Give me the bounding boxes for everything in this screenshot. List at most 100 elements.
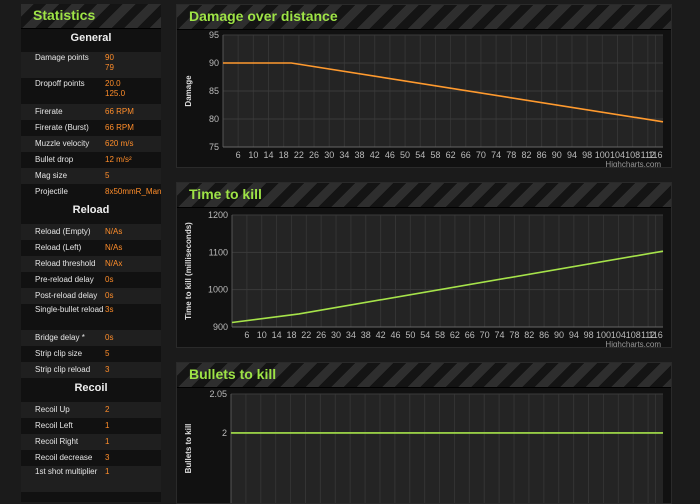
stat-value: 90 79 — [105, 53, 114, 72]
stat-value: 0s — [105, 333, 114, 342]
x-tick-label: 104 — [610, 150, 625, 160]
stat-row: Recoil Up 2 — [21, 402, 161, 418]
x-tick-label: 86 — [539, 330, 549, 340]
y-tick-label: 75 — [209, 142, 219, 152]
y-axis-title: Bullets to kill — [184, 424, 193, 474]
x-tick-label: 30 — [324, 150, 334, 160]
stat-label: Firerate — [35, 107, 63, 116]
x-tick-label: 10 — [257, 330, 267, 340]
stat-label: Bridge delay * — [35, 333, 85, 342]
stat-label: Single-bullet reload — [35, 305, 104, 314]
stat-row: Recoil Left 1 — [21, 418, 161, 434]
y-tick-label: 1200 — [208, 210, 228, 220]
plot-background — [232, 215, 663, 327]
x-tick-label: 66 — [461, 150, 471, 160]
x-tick-label: 100 — [596, 330, 611, 340]
x-tick-label: 42 — [376, 330, 386, 340]
stat-row: Recoil decrease 3 — [21, 450, 161, 466]
stat-row: Dropoff points 20.0 125.0 — [21, 78, 161, 104]
y-tick-label: 1000 — [208, 285, 228, 295]
x-tick-label: 34 — [339, 150, 349, 160]
x-tick-label: 18 — [279, 150, 289, 160]
damage-header: Damage over distance — [177, 5, 671, 30]
x-tick-label: 14 — [272, 330, 282, 340]
x-tick-label: 66 — [465, 330, 475, 340]
y-tick-label: 95 — [209, 31, 219, 40]
stat-row: Strip clip size 5 — [21, 346, 161, 362]
stat-value: 1 — [105, 421, 110, 430]
x-tick-label: 82 — [521, 150, 531, 160]
x-tick-label: 82 — [524, 330, 534, 340]
x-tick-label: 98 — [584, 330, 594, 340]
x-tick-label: 30 — [331, 330, 341, 340]
x-tick-label: 90 — [552, 150, 562, 160]
stat-value: 620 m/s — [105, 139, 134, 148]
x-tick-label: 116 — [648, 150, 662, 160]
x-tick-label: 18 — [286, 330, 296, 340]
ttk-header: Time to kill — [177, 183, 671, 208]
x-tick-label: 78 — [506, 150, 516, 160]
btk-header: Bullets to kill — [177, 363, 671, 388]
stat-row: Reload threshold N/Ax — [21, 256, 161, 272]
ttk-chart: 900 1000 1100 1200 6 10 14 18 22 26 30 34 38 42 46 50 54… — [184, 210, 664, 347]
statistics-header: Statistics — [21, 4, 161, 29]
stat-label: Post-reload delay — [35, 291, 98, 300]
stat-value: 66 RPM — [105, 107, 134, 116]
x-tick-label: 38 — [355, 150, 365, 160]
x-tick-label: 70 — [476, 150, 486, 160]
section-title-reload: Reload — [72, 204, 110, 216]
stat-value: 8x50mmR_Mannli — [105, 187, 161, 196]
x-tick-label: 108 — [626, 330, 641, 340]
highcharts-credit: Highcharts.com — [605, 160, 661, 167]
ttk-title: Time to kill — [189, 186, 262, 202]
x-tick-label: 50 — [400, 150, 410, 160]
x-tick-label: 112 — [641, 330, 655, 340]
stat-value: N/As — [105, 243, 123, 252]
x-tick-label: 62 — [446, 150, 456, 160]
x-tick-label: 58 — [435, 330, 445, 340]
y-tick-label: 85 — [209, 86, 219, 96]
x-tick-label: 94 — [569, 330, 579, 340]
x-tick-label: 116 — [648, 330, 662, 340]
stat-label: Reload threshold — [35, 259, 96, 268]
stat-label: Mag size — [35, 171, 68, 180]
statistics-title: Statistics — [33, 7, 96, 23]
stat-label: Recoil decrease — [35, 453, 93, 462]
stat-label: Damage points — [35, 53, 89, 62]
stat-label: Reload (Empty) — [35, 227, 91, 236]
stat-value: 66 RPM — [105, 123, 134, 132]
x-tick-label: 98 — [582, 150, 592, 160]
stat-label: Strip clip reload — [35, 365, 91, 374]
y-axis-title: Time to kill (milliseconds) — [184, 222, 193, 320]
x-tick-label: 70 — [480, 330, 490, 340]
stat-row: Post-reload delay 0s — [21, 288, 161, 304]
damage-title: Damage over distance — [189, 8, 338, 24]
y-tick-label: 1100 — [209, 247, 228, 257]
series-line — [223, 62, 664, 123]
stat-label: Recoil Left — [35, 421, 73, 430]
x-tick-label: 100 — [595, 150, 610, 160]
stat-row: Mag size 5 — [21, 168, 161, 184]
stat-row: Bridge delay * 0s — [21, 330, 161, 346]
stat-row: Projectile 8x50mmR_Mannli — [21, 184, 161, 200]
x-tick-label: 10 — [248, 150, 258, 160]
x-tick-label: 46 — [385, 150, 395, 160]
stat-label: Recoil Right — [35, 437, 79, 446]
x-tick-label: 22 — [301, 330, 311, 340]
stat-value: 12 m/s² — [105, 155, 132, 164]
x-tick-label: 74 — [495, 330, 505, 340]
stat-value: N/As — [105, 227, 123, 236]
btk-title: Bullets to kill — [189, 366, 277, 382]
x-tick-label: 22 — [294, 150, 304, 160]
stat-label: 1st shot multiplier — [35, 467, 98, 476]
x-tick-label: 58 — [430, 150, 440, 160]
x-tick-label: 90 — [554, 330, 564, 340]
x-tick-label: 62 — [450, 330, 460, 340]
stat-row: Muzzle velocity 620 m/s — [21, 136, 161, 152]
x-tick-label: 34 — [346, 330, 356, 340]
stat-label: Reload (Left) — [35, 243, 82, 252]
stat-row: Strip clip reload 3 — [21, 362, 161, 378]
stat-value: 1 — [105, 467, 110, 476]
stat-value: 3 — [105, 453, 110, 462]
stat-label: Strip clip size — [35, 349, 83, 358]
